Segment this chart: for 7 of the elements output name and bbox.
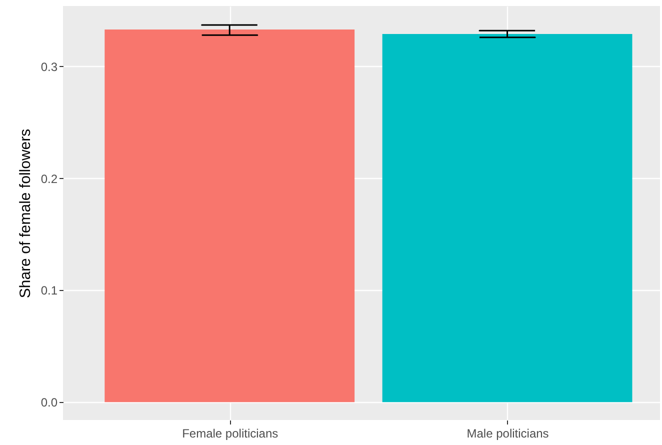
y-tick-label: 0.2 [40,172,58,186]
y-tick-label: 0.1 [40,284,58,298]
x-tick-label: Female politicians [182,426,278,440]
y-tick-label: 0.0 [40,396,58,410]
y-tick-label: 0.3 [40,60,58,74]
y-axis-title: Share of female followers [16,128,34,298]
x-tick-label: Male politicians [466,426,549,440]
